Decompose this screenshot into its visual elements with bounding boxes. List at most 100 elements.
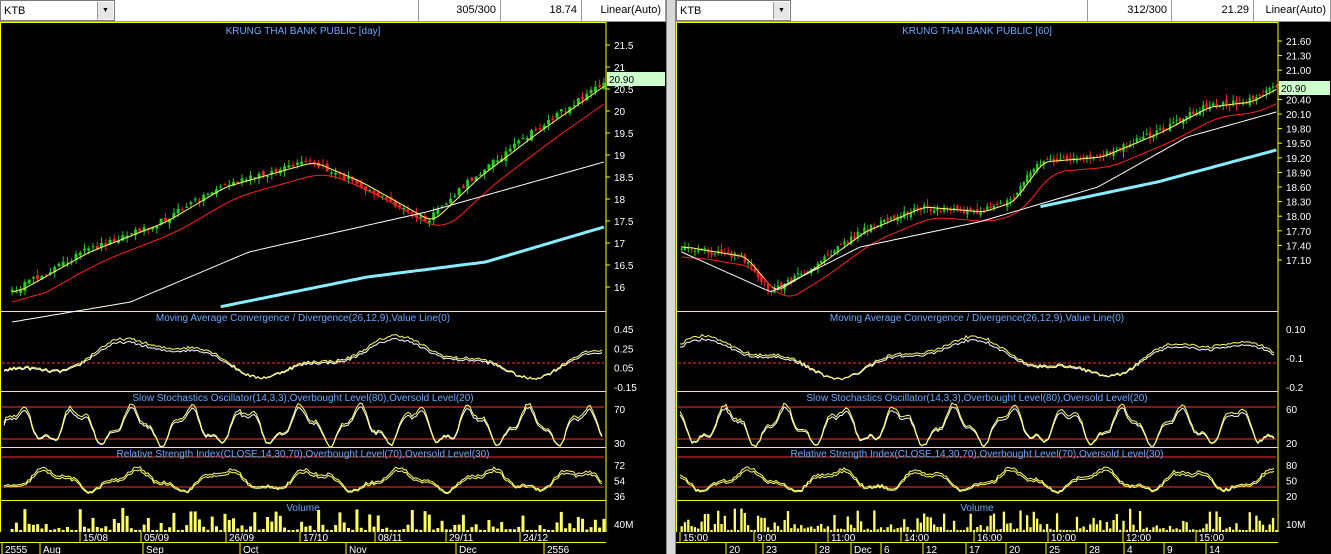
candle-body bbox=[525, 138, 529, 141]
candle-body bbox=[483, 169, 487, 174]
volume-bar bbox=[740, 508, 743, 532]
candle-body bbox=[690, 248, 693, 250]
candle-body bbox=[1085, 156, 1089, 160]
candle-body bbox=[159, 218, 163, 225]
candle-body bbox=[1215, 103, 1218, 108]
volume-bar bbox=[338, 512, 342, 532]
candle-body bbox=[1135, 138, 1138, 143]
volume-bar bbox=[736, 529, 740, 532]
volume-bar bbox=[1178, 529, 1182, 532]
chevron-down-icon[interactable]: ▼ bbox=[97, 2, 113, 19]
volume-bar bbox=[690, 526, 693, 532]
chart-pane-left[interactable]: KTB ▼ 305/300 18.74 Linear(Auto) KRUNG T… bbox=[0, 0, 666, 554]
volume-bar bbox=[982, 529, 986, 532]
pane-splitter[interactable] bbox=[666, 0, 676, 554]
volume-bar bbox=[551, 529, 555, 532]
candle-body bbox=[291, 165, 295, 167]
volume-bar bbox=[14, 522, 18, 532]
price-tick-label: 20.40 bbox=[1286, 95, 1311, 106]
candle-body bbox=[274, 169, 278, 172]
candle-body bbox=[1029, 172, 1032, 177]
volume-bar bbox=[1022, 529, 1026, 532]
volume-bar bbox=[151, 530, 155, 532]
candle-body bbox=[1155, 130, 1158, 135]
volume-bar bbox=[1182, 520, 1185, 532]
volume-bar bbox=[291, 530, 295, 532]
volume-bar bbox=[1075, 516, 1079, 532]
ma-slow-line bbox=[681, 111, 1277, 293]
volume-bar bbox=[753, 529, 756, 532]
candle-body bbox=[923, 205, 926, 208]
volume-bar bbox=[117, 523, 121, 532]
volume-bar bbox=[873, 510, 876, 532]
volume-bar bbox=[270, 521, 274, 532]
candle-body bbox=[270, 171, 274, 175]
candle-body bbox=[363, 186, 367, 191]
volume-bar bbox=[261, 528, 265, 532]
volume-bar bbox=[381, 528, 384, 532]
price-tick-label: 19.80 bbox=[1286, 125, 1311, 136]
candle-body bbox=[581, 97, 585, 100]
candle-body bbox=[1142, 136, 1145, 140]
symbol-select-left[interactable]: KTB ▼ bbox=[0, 0, 115, 21]
toolbar-blank-cell bbox=[791, 0, 1088, 21]
chevron-down-icon[interactable]: ▼ bbox=[773, 2, 789, 19]
chart-title: KRUNG THAI BANK PUBLIC [day] bbox=[226, 26, 381, 37]
volume-bar bbox=[969, 513, 972, 532]
chart-pane-right[interactable]: KTB ▼ 312/300 21.29 Linear(Auto) KRUNG T… bbox=[676, 0, 1331, 554]
candle-body bbox=[355, 179, 359, 184]
volume-bar bbox=[1049, 528, 1052, 532]
scale-mode-button[interactable]: Linear(Auto) bbox=[1254, 0, 1331, 21]
volume-bar bbox=[770, 529, 773, 532]
volume-bar bbox=[385, 527, 389, 532]
candle-body bbox=[427, 220, 431, 223]
chart-canvas-left[interactable]: KRUNG THAI BANK PUBLIC [day]21.52120.520… bbox=[0, 22, 666, 554]
candle-body bbox=[866, 229, 869, 232]
volume-bar bbox=[1195, 529, 1198, 532]
candle-body bbox=[172, 212, 176, 218]
volume-bar bbox=[829, 529, 833, 532]
candle-body bbox=[44, 274, 48, 276]
candle-body bbox=[1109, 151, 1112, 154]
volume-bar bbox=[766, 527, 770, 532]
chart-title: KRUNG THAI BANK PUBLIC [60] bbox=[902, 26, 1052, 37]
volume-bar bbox=[1095, 524, 1099, 532]
volume-bar bbox=[820, 523, 823, 532]
candle-body bbox=[733, 253, 736, 256]
candle-body bbox=[1022, 181, 1026, 187]
volume-bar bbox=[95, 526, 99, 532]
rsi-title: Relative Strength Index(CLOSE,14,30,70),… bbox=[117, 449, 490, 460]
time-tick-label: 9:00 bbox=[757, 533, 777, 544]
volume-bar bbox=[1175, 528, 1178, 532]
time-tick-label: 14:00 bbox=[904, 533, 929, 544]
chart-canvas-right[interactable]: KRUNG THAI BANK PUBLIC [60] 21.60 21.30 21.… bbox=[676, 22, 1331, 554]
candle-body bbox=[342, 173, 346, 180]
candle-body bbox=[142, 227, 146, 232]
candle-body bbox=[495, 160, 499, 162]
candle-body bbox=[521, 138, 525, 140]
candle-body bbox=[790, 277, 793, 282]
volume-bar bbox=[444, 529, 448, 532]
volume-bar bbox=[470, 527, 474, 532]
rsi-main-line bbox=[679, 466, 1275, 494]
volume-tick-label: 40M bbox=[614, 520, 633, 531]
volume-bar bbox=[108, 529, 112, 532]
candle-body bbox=[846, 242, 849, 244]
scale-mode-button[interactable]: Linear(Auto) bbox=[582, 0, 666, 21]
candle-body bbox=[1241, 102, 1245, 105]
volume-bar bbox=[680, 526, 683, 532]
volume-bar bbox=[1208, 511, 1212, 532]
candle-body bbox=[969, 208, 972, 211]
candle-body bbox=[232, 181, 235, 186]
volume-bar bbox=[883, 529, 886, 532]
volume-bar bbox=[839, 528, 843, 532]
volume-bar bbox=[1115, 513, 1119, 532]
volume-bar bbox=[295, 529, 299, 532]
volume-bar bbox=[720, 524, 723, 532]
symbol-select-right[interactable]: KTB ▼ bbox=[676, 0, 791, 21]
volume-bar bbox=[415, 529, 419, 532]
time-tick-label: 2555 bbox=[5, 545, 28, 554]
volume-bar bbox=[564, 528, 568, 532]
time-tick-label: 25 bbox=[1049, 545, 1061, 554]
time-tick-label: 15:00 bbox=[683, 533, 708, 544]
